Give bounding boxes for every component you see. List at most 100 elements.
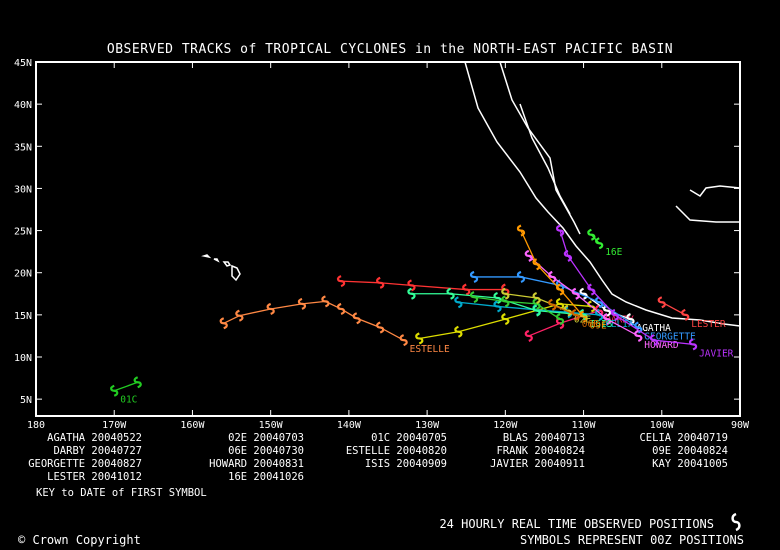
legend-entry: ESTELLE 20040820 (346, 445, 447, 457)
track-line-09e (520, 230, 585, 317)
cyclone-symbol-icon (548, 270, 557, 283)
axes-frame: 45N 40N 35N 30N 25N 20N 15N 10N 5N 180 170W 160W 150… (14, 58, 750, 431)
cyclone-symbol-icon (266, 302, 275, 315)
cyclone-symbol-icon (501, 313, 510, 326)
cyclone-symbol-icon (399, 334, 408, 347)
legend-entry: 16E 20041026 (228, 471, 304, 483)
cyclone-symbol-icon (595, 237, 604, 250)
legend-entry: BLAS 20040713 (503, 432, 585, 444)
legend-storm-date: 20040831 (253, 458, 304, 470)
track-label: ESTELLE (410, 344, 450, 355)
cyclone-symbol-icon (133, 376, 142, 389)
cyclone-symbol-icon (446, 287, 455, 300)
cyclone-symbol-icon (626, 313, 635, 326)
legend-entry: KAY 20041005 (652, 458, 728, 470)
cyclone-symbol-icon (555, 283, 565, 296)
cyclone-symbol-icon (235, 309, 244, 322)
legend-storm-date: 20040703 (253, 432, 304, 444)
cyclone-symbol-icon (407, 287, 416, 300)
legend-storm-name: HOWARD (209, 458, 254, 470)
cyclone-symbol-icon (731, 512, 741, 532)
legend-storm-date: 20041012 (91, 471, 142, 483)
track-line-kay (473, 296, 561, 320)
cyclone-symbol-icon (516, 270, 526, 283)
lon-tick-label: 100W (650, 420, 675, 431)
cyclone-symbol-icon (501, 287, 510, 300)
lon-tick-label: 150W (259, 420, 284, 431)
track-label: 01C (120, 395, 137, 406)
lon-tick-label: 130W (415, 420, 440, 431)
lat-tick-label: 30N (14, 184, 32, 195)
cyclone-symbol-icon (454, 296, 463, 309)
legend-entry: 01C 20040705 (371, 432, 447, 444)
cyclone-symbol-icon (688, 338, 698, 351)
legend-storm-date: 20040727 (91, 445, 142, 457)
cyclone-symbol-icon (634, 329, 643, 342)
cyclone-symbol-icon (524, 329, 533, 342)
legend-storm-date: 20041005 (677, 458, 728, 470)
legend-storm-name: GEORGETTE (28, 458, 92, 470)
footer-symbols-note: SYMBOLS REPRESENT 00Z POSITIONS (520, 533, 744, 547)
lat-tick-label: 10N (14, 353, 32, 364)
cyclone-symbol-icon (516, 224, 526, 237)
track-label: 16E (605, 247, 622, 258)
lon-tick-label: 110W (572, 420, 597, 431)
legend-storm-date: 20040719 (677, 432, 728, 444)
lon-tick-label: 160W (180, 420, 205, 431)
track-label: DARBY (605, 315, 634, 326)
cyclone-symbol-icon (602, 304, 612, 317)
cyclone-symbol-icon (579, 287, 588, 300)
legend-storm-date: 20040909 (396, 458, 447, 470)
legend-storm-date: 20040713 (534, 432, 585, 444)
cyclone-symbol-icon (524, 249, 533, 262)
cyclone-symbol-icon (571, 287, 580, 300)
cyclone-symbol-icon (548, 298, 557, 311)
cyclone-symbol-icon (579, 310, 588, 323)
legend-storm-name: LESTER (47, 471, 92, 483)
cyclone-symbol-icon (555, 224, 565, 237)
lon-tick-label: 120W (493, 420, 518, 431)
legend-entry: JAVIER 20040911 (490, 458, 585, 470)
legend-storm-name: CELIA (639, 432, 678, 444)
cyclone-symbol-icon (501, 295, 510, 308)
legend-storm-date: 20040820 (396, 445, 447, 457)
legend-storm-date: 20040705 (396, 432, 447, 444)
cyclone-symbol-icon (532, 258, 541, 271)
legend-storm-name: 01C (371, 432, 397, 444)
legend: AGATHA 20040522 02E 20040703 01C 20040705 B… (0, 432, 780, 500)
legend-storm-name: KAY (652, 458, 678, 470)
legend-storm-name: ESTELLE (345, 445, 397, 457)
track-line-blas (341, 280, 506, 291)
cyclone-symbol-icon (321, 295, 330, 308)
legend-storm-date: 20040824 (534, 445, 585, 457)
legend-storm-name: 06E (228, 445, 254, 457)
legend-storm-name: 02E (228, 432, 254, 444)
cyclone-symbol-icon (376, 276, 385, 289)
lat-tick-label: 25N (14, 227, 32, 238)
lat-tick-label: 15N (14, 311, 32, 322)
cyclone-symbol-icon (469, 291, 479, 304)
cyclone-symbol-icon (493, 300, 502, 313)
cyclone-symbol-icon (462, 283, 471, 296)
lon-tick-label: 140W (337, 420, 362, 431)
lon-tick-label: 90W (731, 420, 750, 431)
legend-storm-name: 09E (652, 445, 678, 457)
copyright-icon: © (18, 533, 26, 547)
track-label: GEORGETTE (644, 332, 696, 343)
legend-storm-date: 20040911 (534, 458, 585, 470)
legend-storm-date: 20040730 (253, 445, 304, 457)
cyclone-symbol-icon (563, 304, 573, 317)
legend-key-note: KEY to DATE of FIRST SYMBOL (36, 487, 207, 499)
legend-entry: HOWARD 20040831 (209, 458, 304, 470)
cyclone-symbol-icon (110, 384, 119, 397)
cyclone-symbol-icon (571, 308, 580, 321)
legend-storm-name: ISIS (364, 458, 397, 470)
cyclone-symbol-icon (555, 297, 565, 310)
legend-entry: FRANK 20040824 (496, 445, 585, 457)
footer-positions-note: 24 HOURLY REAL TIME OBSERVED POSITIONS (439, 517, 714, 531)
legend-storm-date: 20040827 (91, 458, 142, 470)
cyclone-symbol-icon (681, 308, 690, 321)
copyright-label: Crown Copyright (32, 533, 141, 547)
cyclone-symbol-icon (555, 313, 565, 326)
